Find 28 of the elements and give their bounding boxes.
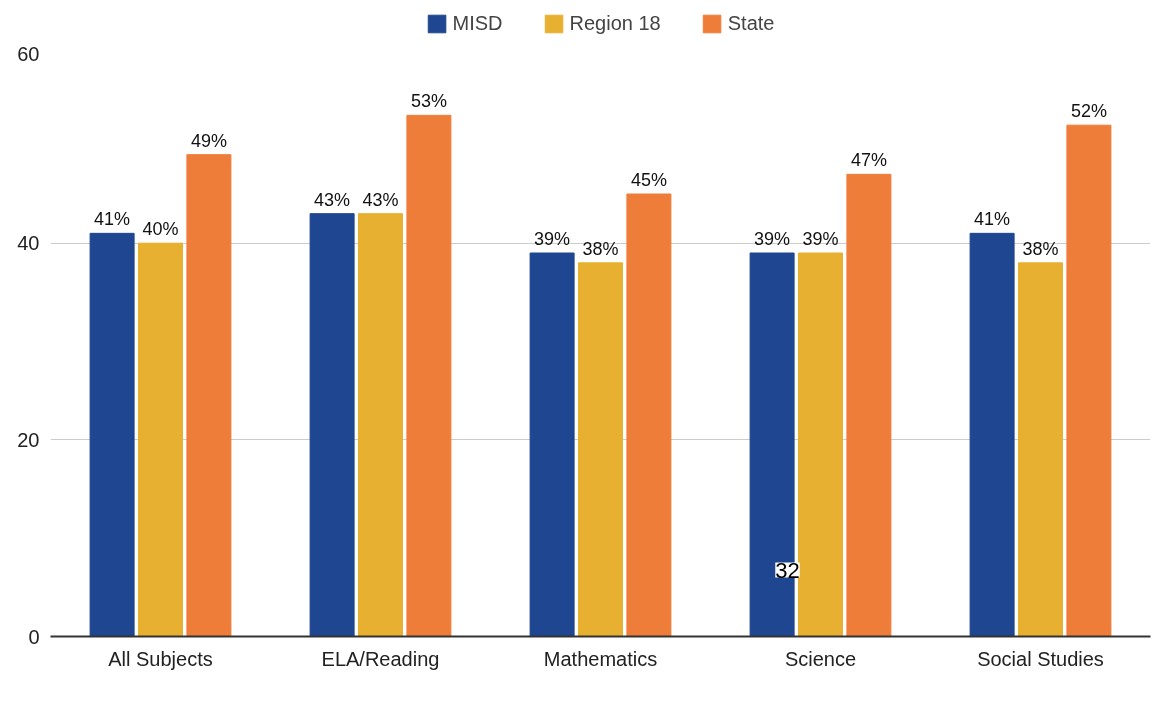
data-label: 53% [410,91,447,112]
data-label: 47% [850,150,887,171]
data-label: 38% [1022,238,1059,259]
data-label: 39% [534,229,571,249]
data-label: 39% [754,229,791,249]
data-label: 41% [974,209,1011,230]
data-label: 43% [314,189,351,210]
data-label: 45% [630,170,667,190]
x-tick-label: Social Studies [977,647,1104,670]
legend-label: Region 18 [569,11,661,35]
y-tick-label: 20 [17,428,40,451]
data-label: 49% [190,130,227,151]
legend-label: State [727,11,775,35]
data-label: 41% [94,209,131,230]
x-tick-label: ELA/Reading [321,647,440,670]
y-tick-label: 40 [17,232,40,255]
annotation: 32 [775,557,800,583]
data-label: 40% [142,219,179,240]
data-label: 39% [802,229,839,249]
x-tick-label: All Subjects [108,647,213,670]
x-tick-label: Mathematics [543,647,658,670]
x-tick-label: Science [784,647,857,670]
y-tick-label: 0 [28,625,40,648]
legend-label: MISD [452,11,503,35]
y-tick-label: 60 [17,42,40,65]
data-label: 52% [1070,101,1107,122]
data-label: 38% [582,238,619,259]
data-label: 43% [362,189,399,210]
